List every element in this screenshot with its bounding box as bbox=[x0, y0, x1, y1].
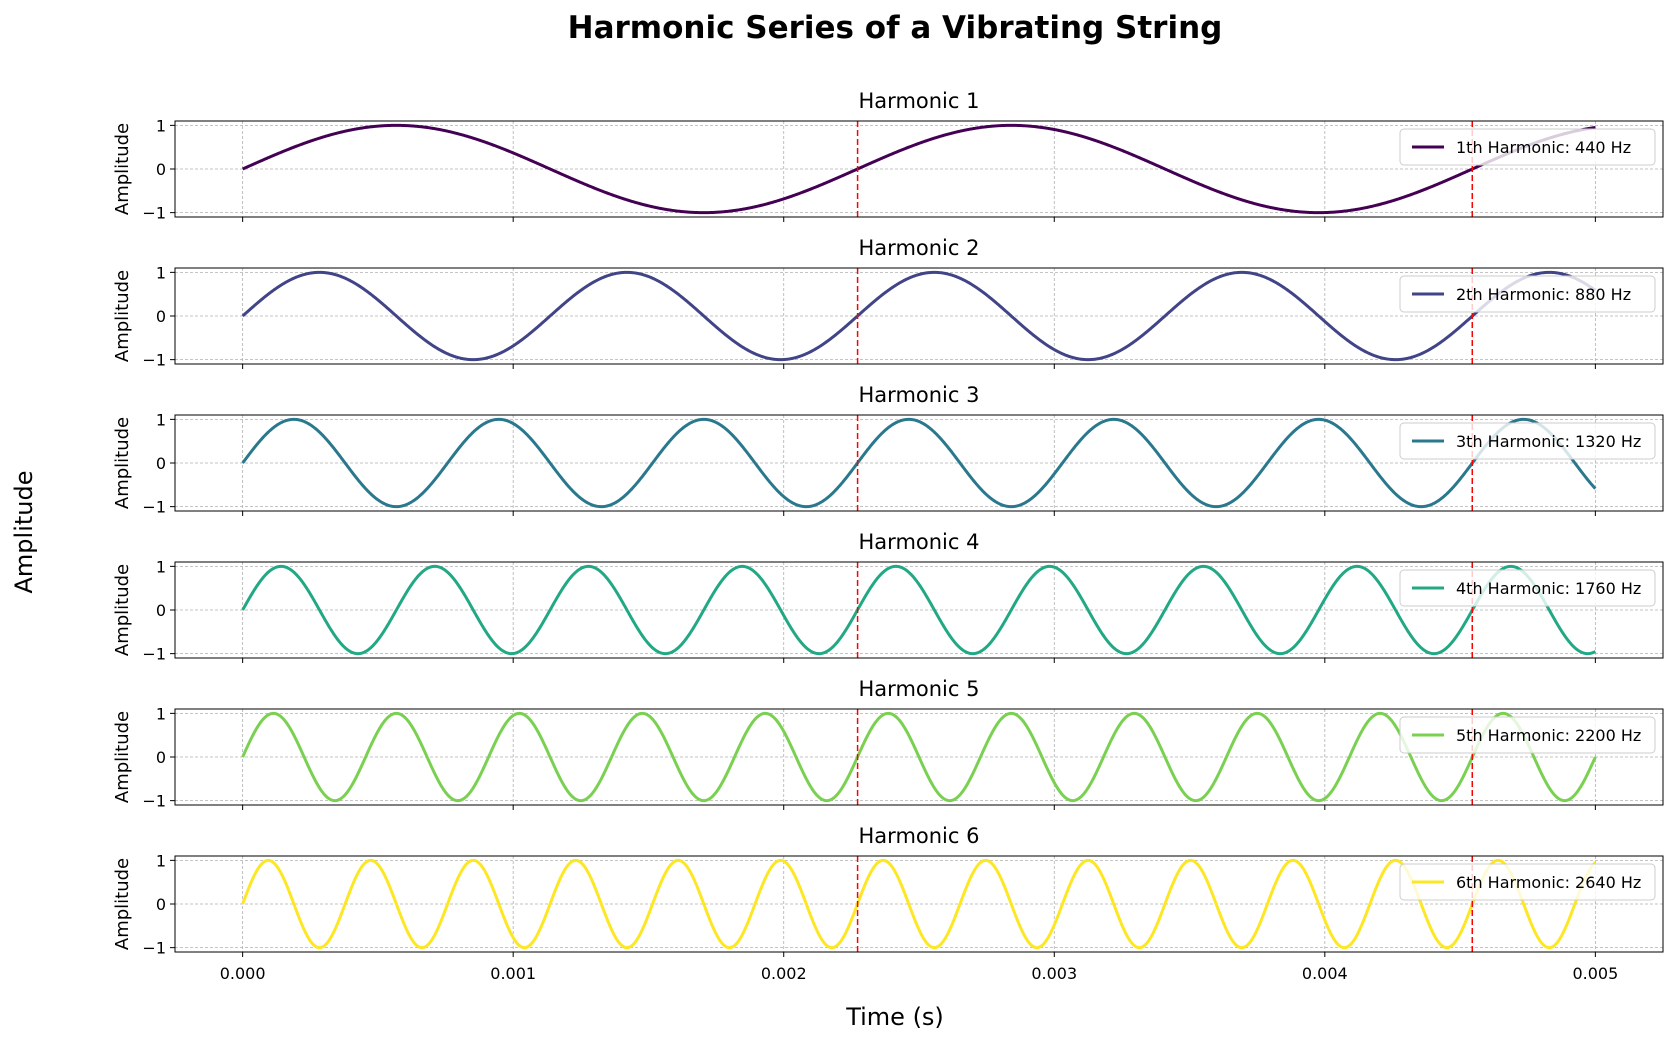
legend-box bbox=[1399, 716, 1656, 754]
legend: 3th Harmonic: 1320 Hz bbox=[1399, 422, 1656, 460]
axes-frame bbox=[174, 414, 1664, 512]
y-tick-label: 0 bbox=[156, 454, 166, 473]
axes-frame bbox=[174, 708, 1664, 806]
subplot-panels: Harmonic 1 Amplitude −1 0 1 1th Harmonic: 440… bbox=[112, 89, 1664, 983]
legend-label: 6th Harmonic: 2640 Hz bbox=[1456, 873, 1641, 892]
y-tick-label: −1 bbox=[142, 792, 166, 811]
legend: 1th Harmonic: 440 Hz bbox=[1399, 128, 1656, 166]
subplot-title: Harmonic 6 bbox=[859, 824, 980, 848]
harmonic-wave-line bbox=[241, 711, 1597, 803]
x-tick-label: 0.000 bbox=[220, 964, 266, 983]
harmonic-wave-line bbox=[241, 564, 1597, 656]
figure-title: Harmonic Series of a Vibrating String bbox=[568, 10, 1223, 46]
axes-frame bbox=[174, 561, 1664, 659]
subplot-title: Harmonic 5 bbox=[859, 677, 980, 701]
x-tick-label: 0.002 bbox=[761, 964, 807, 983]
axes-frame bbox=[174, 267, 1664, 365]
y-axis-label: Amplitude bbox=[112, 270, 133, 362]
subplot-harmonic-6: Harmonic 6 Amplitude −1 0 1 6th Harmonic: 264… bbox=[112, 824, 1664, 983]
legend-box bbox=[1399, 422, 1656, 460]
x-tick-label: 0.001 bbox=[490, 964, 536, 983]
harmonic-wave-line bbox=[241, 417, 1597, 509]
legend-box bbox=[1399, 863, 1656, 901]
y-tick-label: 1 bbox=[156, 116, 166, 135]
figure-x-label: Time (s) bbox=[845, 1003, 944, 1031]
y-tick-label: −1 bbox=[142, 498, 166, 517]
legend-box bbox=[1399, 275, 1656, 313]
legend-box bbox=[1399, 128, 1656, 166]
y-tick-label: 1 bbox=[156, 557, 166, 576]
subplot-title: Harmonic 4 bbox=[859, 530, 980, 554]
axes-frame bbox=[174, 120, 1664, 218]
y-tick-label: −1 bbox=[142, 645, 166, 664]
y-tick-label: 0 bbox=[156, 748, 166, 767]
y-tick-label: 1 bbox=[156, 704, 166, 723]
subplot-title: Harmonic 3 bbox=[859, 383, 980, 407]
y-tick-label: 0 bbox=[156, 160, 166, 179]
y-axis-label: Amplitude bbox=[112, 417, 133, 509]
subplot-harmonic-3: Harmonic 3 Amplitude −1 0 1 3th Harmonic: 132… bbox=[112, 383, 1664, 517]
y-tick-label: −1 bbox=[142, 204, 166, 223]
axes-frame bbox=[174, 855, 1664, 953]
legend-label: 2th Harmonic: 880 Hz bbox=[1456, 285, 1631, 304]
subplot-harmonic-1: Harmonic 1 Amplitude −1 0 1 1th Harmonic: 440… bbox=[112, 89, 1664, 223]
figure-y-label: Amplitude bbox=[10, 471, 38, 594]
subplot-title: Harmonic 1 bbox=[859, 89, 980, 113]
y-axis-label: Amplitude bbox=[112, 564, 133, 656]
y-tick-label: 1 bbox=[156, 410, 166, 429]
harmonic-wave-line bbox=[241, 270, 1597, 362]
y-axis-label: Amplitude bbox=[112, 123, 133, 215]
legend: 4th Harmonic: 1760 Hz bbox=[1399, 569, 1656, 607]
subplot-harmonic-5: Harmonic 5 Amplitude −1 0 1 5th Harmonic: 220… bbox=[112, 677, 1664, 811]
y-tick-label: 0 bbox=[156, 601, 166, 620]
x-tick-label: 0.003 bbox=[1031, 964, 1077, 983]
legend-label: 4th Harmonic: 1760 Hz bbox=[1456, 579, 1641, 598]
y-tick-label: 1 bbox=[156, 263, 166, 282]
harmonic-wave-line bbox=[241, 858, 1597, 950]
y-axis-label: Amplitude bbox=[112, 858, 133, 950]
legend-label: 5th Harmonic: 2200 Hz bbox=[1456, 726, 1641, 745]
x-tick-label: 0.004 bbox=[1302, 964, 1348, 983]
legend-box bbox=[1399, 569, 1656, 607]
subplot-harmonic-2: Harmonic 2 Amplitude −1 0 1 2th Harmonic: 880… bbox=[112, 236, 1664, 370]
legend-label: 1th Harmonic: 440 Hz bbox=[1456, 138, 1631, 157]
x-tick-label: 0.005 bbox=[1572, 964, 1618, 983]
y-tick-label: 1 bbox=[156, 851, 166, 870]
y-tick-label: −1 bbox=[142, 351, 166, 370]
y-axis-label: Amplitude bbox=[112, 711, 133, 803]
legend: 5th Harmonic: 2200 Hz bbox=[1399, 716, 1656, 754]
y-tick-label: 0 bbox=[156, 895, 166, 914]
legend: 6th Harmonic: 2640 Hz bbox=[1399, 863, 1656, 901]
harmonic-wave-line bbox=[242, 123, 1596, 215]
y-tick-label: 0 bbox=[156, 307, 166, 326]
subplot-harmonic-4: Harmonic 4 Amplitude −1 0 1 4th Harmonic: 176… bbox=[112, 530, 1664, 664]
y-tick-label: −1 bbox=[142, 939, 166, 958]
subplot-title: Harmonic 2 bbox=[859, 236, 980, 260]
legend-label: 3th Harmonic: 1320 Hz bbox=[1456, 432, 1641, 451]
legend: 2th Harmonic: 880 Hz bbox=[1399, 275, 1656, 313]
